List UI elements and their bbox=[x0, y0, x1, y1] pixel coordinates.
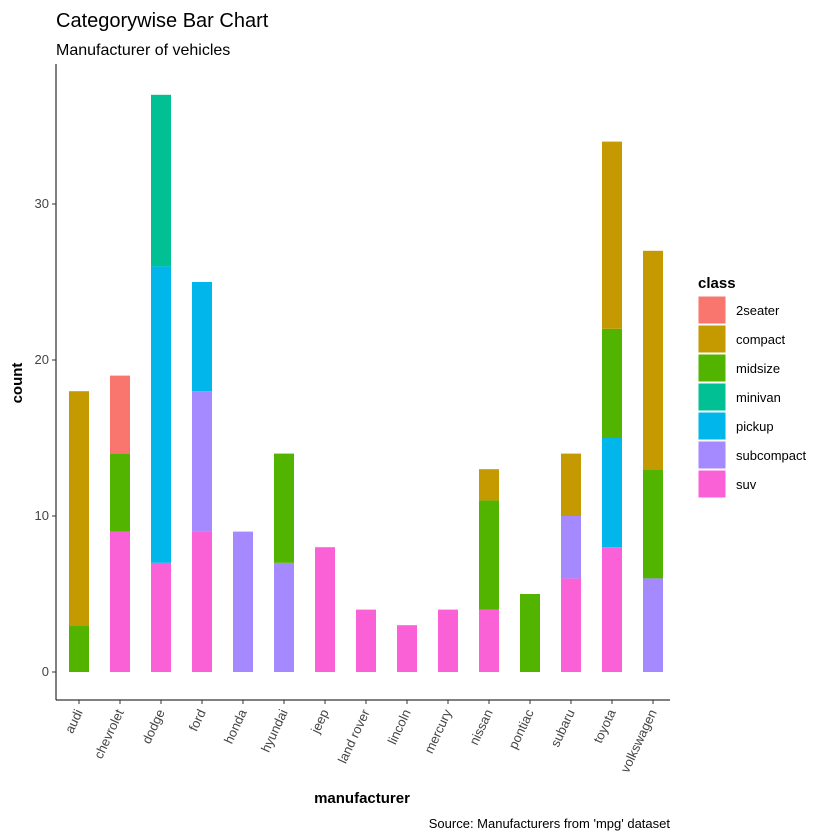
bar-ford-subcompact bbox=[192, 391, 212, 532]
bar-audi-midsize bbox=[69, 625, 89, 672]
bar-nissan-suv bbox=[479, 609, 499, 672]
bar-subaru-compact bbox=[561, 453, 581, 516]
bar-hyundai-subcompact bbox=[274, 562, 294, 672]
bar-chevrolet-suv bbox=[110, 531, 130, 672]
y-axis-title: count bbox=[9, 363, 26, 404]
x-tick-label: nissan bbox=[466, 707, 495, 747]
bar-volkswagen-midsize bbox=[643, 469, 663, 579]
bar-nissan-compact bbox=[479, 469, 499, 501]
legend-title: class bbox=[698, 275, 736, 292]
bar-dodge-suv bbox=[151, 562, 171, 672]
legend-label-midsize: midsize bbox=[736, 361, 780, 376]
bar-honda-subcompact bbox=[233, 531, 253, 672]
x-tick-label: mercury bbox=[421, 706, 455, 755]
bar-land-rover-suv bbox=[356, 609, 376, 672]
y-tick-label: 0 bbox=[42, 664, 49, 679]
chart-title: Categorywise Bar Chart bbox=[56, 10, 269, 32]
x-tick-label: chevrolet bbox=[91, 707, 127, 761]
x-axis-title: manufacturer bbox=[314, 790, 410, 807]
chart-caption: Source: Manufacturers from 'mpg' dataset bbox=[429, 816, 671, 831]
legend: class 2seater compact midsize minivan pickup… bbox=[697, 275, 806, 499]
bar-ford-suv bbox=[192, 531, 212, 672]
legend-swatch-minivan bbox=[697, 382, 727, 412]
bar-pontiac-midsize bbox=[520, 594, 540, 672]
legend-swatch-subcompact bbox=[697, 440, 727, 470]
bar-subaru-subcompact bbox=[561, 516, 581, 579]
bar-dodge-minivan bbox=[151, 94, 171, 267]
bar-dodge-pickup bbox=[151, 266, 171, 563]
x-tick-label: hyundai bbox=[258, 707, 291, 755]
legend-label-2seater: 2seater bbox=[736, 303, 780, 318]
x-tick-label: dodge bbox=[139, 707, 168, 746]
x-tick-label: honda bbox=[221, 706, 250, 746]
bar-toyota-midsize bbox=[602, 328, 622, 438]
bar-volkswagen-subcompact bbox=[643, 578, 663, 672]
chart-subtitle: Manufacturer of vehicles bbox=[56, 42, 230, 59]
legend-label-minivan: minivan bbox=[736, 390, 781, 405]
y-axis-ticks: 0 10 20 30 bbox=[35, 196, 56, 679]
bar-jeep-suv bbox=[315, 547, 335, 672]
bar-toyota-compact bbox=[602, 141, 622, 329]
legend-swatch-midsize bbox=[697, 353, 727, 383]
bar-nissan-midsize bbox=[479, 500, 499, 610]
legend-label-pickup: pickup bbox=[736, 419, 774, 434]
bar-volkswagen-compact bbox=[643, 250, 663, 470]
bar-toyota-suv bbox=[602, 547, 622, 672]
x-tick-label: lincoln bbox=[385, 707, 414, 747]
y-tick-label: 10 bbox=[35, 508, 49, 523]
bar-audi-compact bbox=[69, 391, 89, 626]
x-tick-label: subaru bbox=[547, 707, 577, 749]
legend-label-compact: compact bbox=[736, 332, 786, 347]
x-tick-label: ford bbox=[186, 707, 209, 734]
legend-swatch-suv bbox=[697, 469, 727, 499]
x-tick-label: pontiac bbox=[505, 706, 537, 751]
bar-ford-pickup bbox=[192, 282, 212, 392]
y-tick-label: 30 bbox=[35, 196, 49, 211]
x-tick-label: jeep bbox=[307, 707, 331, 737]
legend-label-subcompact: subcompact bbox=[736, 448, 806, 463]
bar-mercury-suv bbox=[438, 609, 458, 672]
legend-swatch-2seater bbox=[697, 295, 727, 325]
x-tick-label: audi bbox=[62, 707, 86, 736]
x-axis-ticks: audi chevrolet dodge ford honda hyundai jeep la… bbox=[62, 700, 660, 775]
bar-toyota-pickup bbox=[602, 438, 622, 548]
bar-subaru-suv bbox=[561, 578, 581, 672]
legend-label-suv: suv bbox=[736, 477, 757, 492]
x-tick-label: toyota bbox=[590, 706, 619, 745]
bar-chevrolet-midsize bbox=[110, 453, 130, 532]
legend-items: 2seater compact midsize minivan pickup subcom… bbox=[697, 295, 806, 499]
bar-hyundai-midsize bbox=[274, 453, 294, 563]
bars-layer bbox=[69, 94, 663, 672]
bar-chevrolet-2seater bbox=[110, 375, 130, 454]
x-tick-label: land rover bbox=[335, 706, 373, 765]
bar-lincoln-suv bbox=[397, 625, 417, 672]
y-tick-label: 20 bbox=[35, 352, 49, 367]
legend-swatch-compact bbox=[697, 324, 727, 354]
x-tick-label: volkswagen bbox=[617, 707, 659, 775]
legend-swatch-pickup bbox=[697, 411, 727, 441]
